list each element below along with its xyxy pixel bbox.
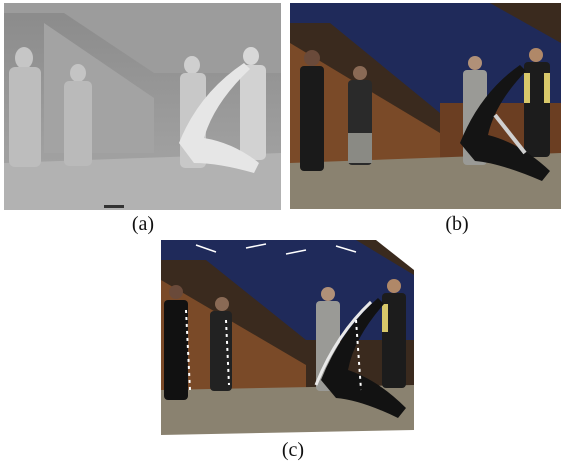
panel-b-caption: (b) (445, 213, 469, 235)
synthesized-view-image (156, 240, 414, 435)
depth-map-image (4, 3, 281, 210)
panel-a-caption: (a) (131, 213, 155, 235)
panel-c-caption: (c) (281, 439, 305, 461)
color-photo-image (290, 3, 561, 209)
